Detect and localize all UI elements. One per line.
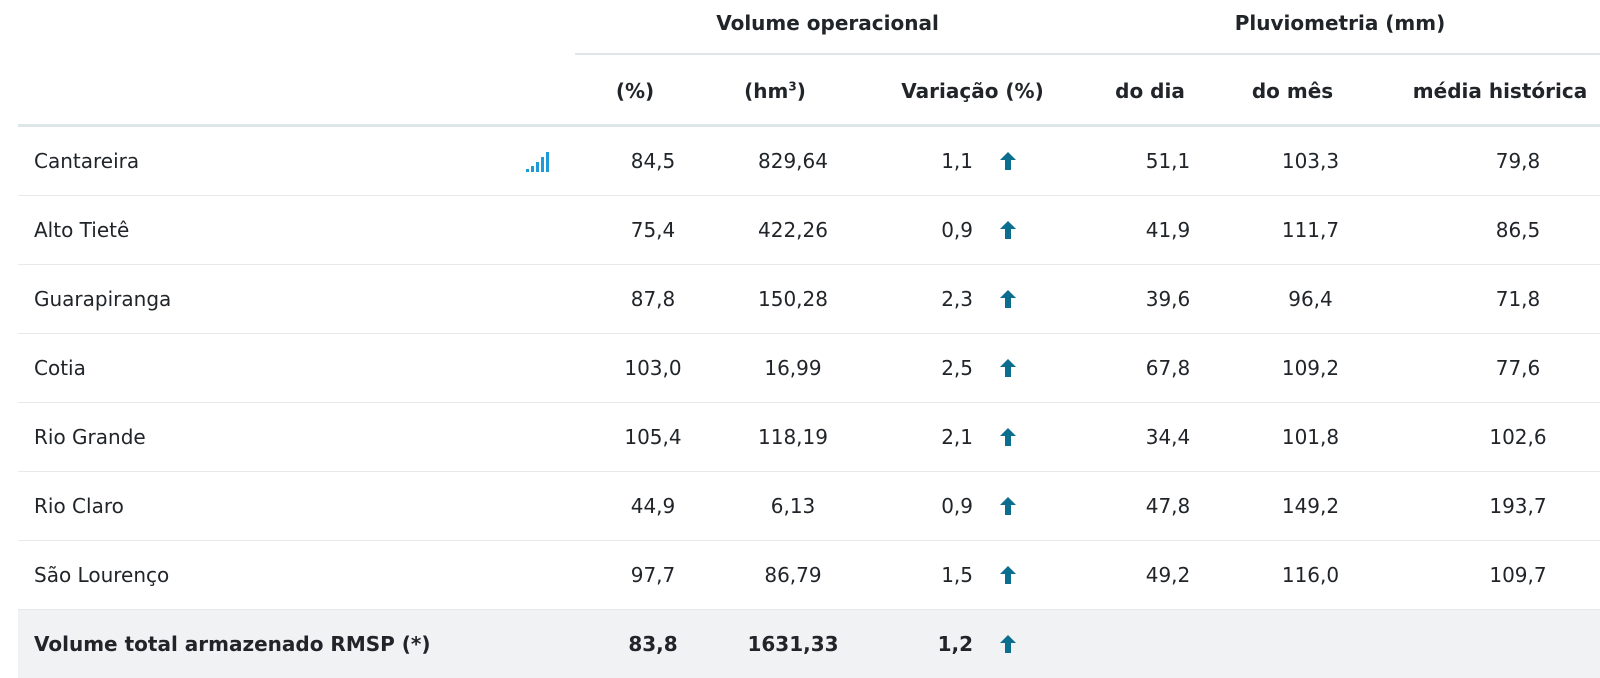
reservoir-name: Cotia [34,356,86,380]
table-row: Guarapiranga 87,8 150,28 2,3 39,6 96,4 71,8 [18,265,1600,334]
reservoir-name: São Lourenço [34,563,170,587]
table-row: Cotia 103,0 16,99 2,5 67,8 109,2 77,6 [18,334,1600,403]
volume-hm3: 150,28 [758,287,828,311]
pluvio-do-mes: 103,3 [1281,149,1340,173]
variacao-percent: 0,9 [941,494,973,518]
variacao-percent: 1,1 [941,149,973,173]
col-header-hm3: (hm3) [715,76,835,106]
volume-percent: 44,9 [630,494,676,518]
table-row: Alto Tietê 75,4 422,26 0,9 41,9 111,7 86,5 [18,196,1600,265]
col-header-media-historica: média histórica [1412,79,1588,103]
arrow-up-icon [1000,497,1016,515]
col-header-hm3-sup: 3 [788,79,797,94]
table-row: São Lourenço 97,7 86,79 1,5 49,2 116,0 109,7 [18,541,1600,610]
col-header-do-dia: do dia [1115,79,1185,103]
volume-hm3: 86,79 [764,563,822,587]
col-header-percent: (%) [615,79,655,103]
col-header-variacao: Variação (%) [901,79,1044,103]
volume-hm3: 118,19 [758,425,828,449]
table-row: Rio Grande 105,4 118,19 2,1 34,4 101,8 102,6 [18,403,1600,472]
table-row: Cantareira 84,5 829,64 1,1 51,1 103,3 79,8 [18,127,1600,196]
pluvio-do-dia: 34,4 [1145,425,1191,449]
reservoir-name: Cantareira [34,149,140,173]
pluvio-do-dia: 67,8 [1145,356,1191,380]
table-row: Rio Claro 44,9 6,13 0,9 47,8 149,2 193,7 [18,472,1600,541]
pluvio-do-mes: 111,7 [1281,218,1340,242]
variacao-percent: 1,5 [941,563,973,587]
pluvio-media-historica: 86,5 [1495,218,1541,242]
col-header-hm3-base: (hm [744,79,789,103]
arrow-up-icon [1000,152,1016,170]
arrow-up-icon [1000,359,1016,377]
total-row: Volume total armazenado RMSP (*) 83,8 16… [18,610,1600,678]
variacao-percent: 2,5 [941,356,973,380]
pluvio-do-dia: 41,9 [1145,218,1191,242]
pluvio-do-mes: 109,2 [1281,356,1340,380]
pluvio-do-dia: 49,2 [1145,563,1191,587]
arrow-up-icon [1000,221,1016,239]
pluvio-media-historica: 79,8 [1495,149,1541,173]
pluvio-media-historica: 102,6 [1489,425,1547,449]
pluvio-media-historica: 77,6 [1495,356,1541,380]
total-hm3: 1631,33 [747,632,839,656]
pluvio-media-historica: 193,7 [1489,494,1547,518]
volume-percent: 84,5 [630,149,676,173]
volume-percent: 103,0 [624,356,682,380]
pluvio-do-dia: 51,1 [1145,149,1191,173]
arrow-up-icon [1000,290,1016,308]
pluvio-do-mes: 101,8 [1281,425,1340,449]
group-divider-volume [575,53,1080,55]
total-percent: 83,8 [628,632,678,656]
total-label: Volume total armazenado RMSP (*) [34,632,431,656]
reservoir-name: Alto Tietê [34,218,130,242]
reservoir-name: Rio Claro [34,494,124,518]
volume-hm3: 16,99 [764,356,822,380]
chart-bars-icon[interactable] [525,152,549,172]
group-header-pluviometria: Pluviometria (mm) [1234,11,1446,35]
volume-percent: 87,8 [630,287,676,311]
volume-hm3: 6,13 [770,494,816,518]
pluvio-do-mes: 96,4 [1288,287,1333,311]
total-variacao: 1,2 [937,632,973,656]
variacao-percent: 0,9 [941,218,973,242]
variacao-percent: 2,1 [941,425,973,449]
pluvio-media-historica: 71,8 [1495,287,1541,311]
arrow-up-icon [1000,566,1016,584]
volume-hm3: 422,26 [758,218,828,242]
volume-hm3: 829,64 [758,149,828,173]
col-header-do-mes: do mês [1251,79,1334,103]
pluvio-media-historica: 109,7 [1489,563,1547,587]
arrow-up-icon [1000,428,1016,446]
group-header-volume: Volume operacional [716,11,939,35]
pluvio-do-mes: 149,2 [1281,494,1340,518]
volume-percent: 97,7 [630,563,676,587]
col-header-hm3-close: ) [796,79,806,103]
pluvio-do-mes: 116,0 [1281,563,1340,587]
arrow-up-icon [1000,635,1016,653]
reservoir-name: Rio Grande [34,425,146,449]
variacao-percent: 2,3 [941,287,973,311]
volume-percent: 75,4 [630,218,676,242]
reservoir-name: Guarapiranga [34,287,172,311]
pluvio-do-dia: 39,6 [1145,287,1191,311]
group-divider-pluviometria [1080,53,1600,55]
pluvio-do-dia: 47,8 [1145,494,1191,518]
volume-percent: 105,4 [624,425,682,449]
header-divider [18,124,1600,127]
